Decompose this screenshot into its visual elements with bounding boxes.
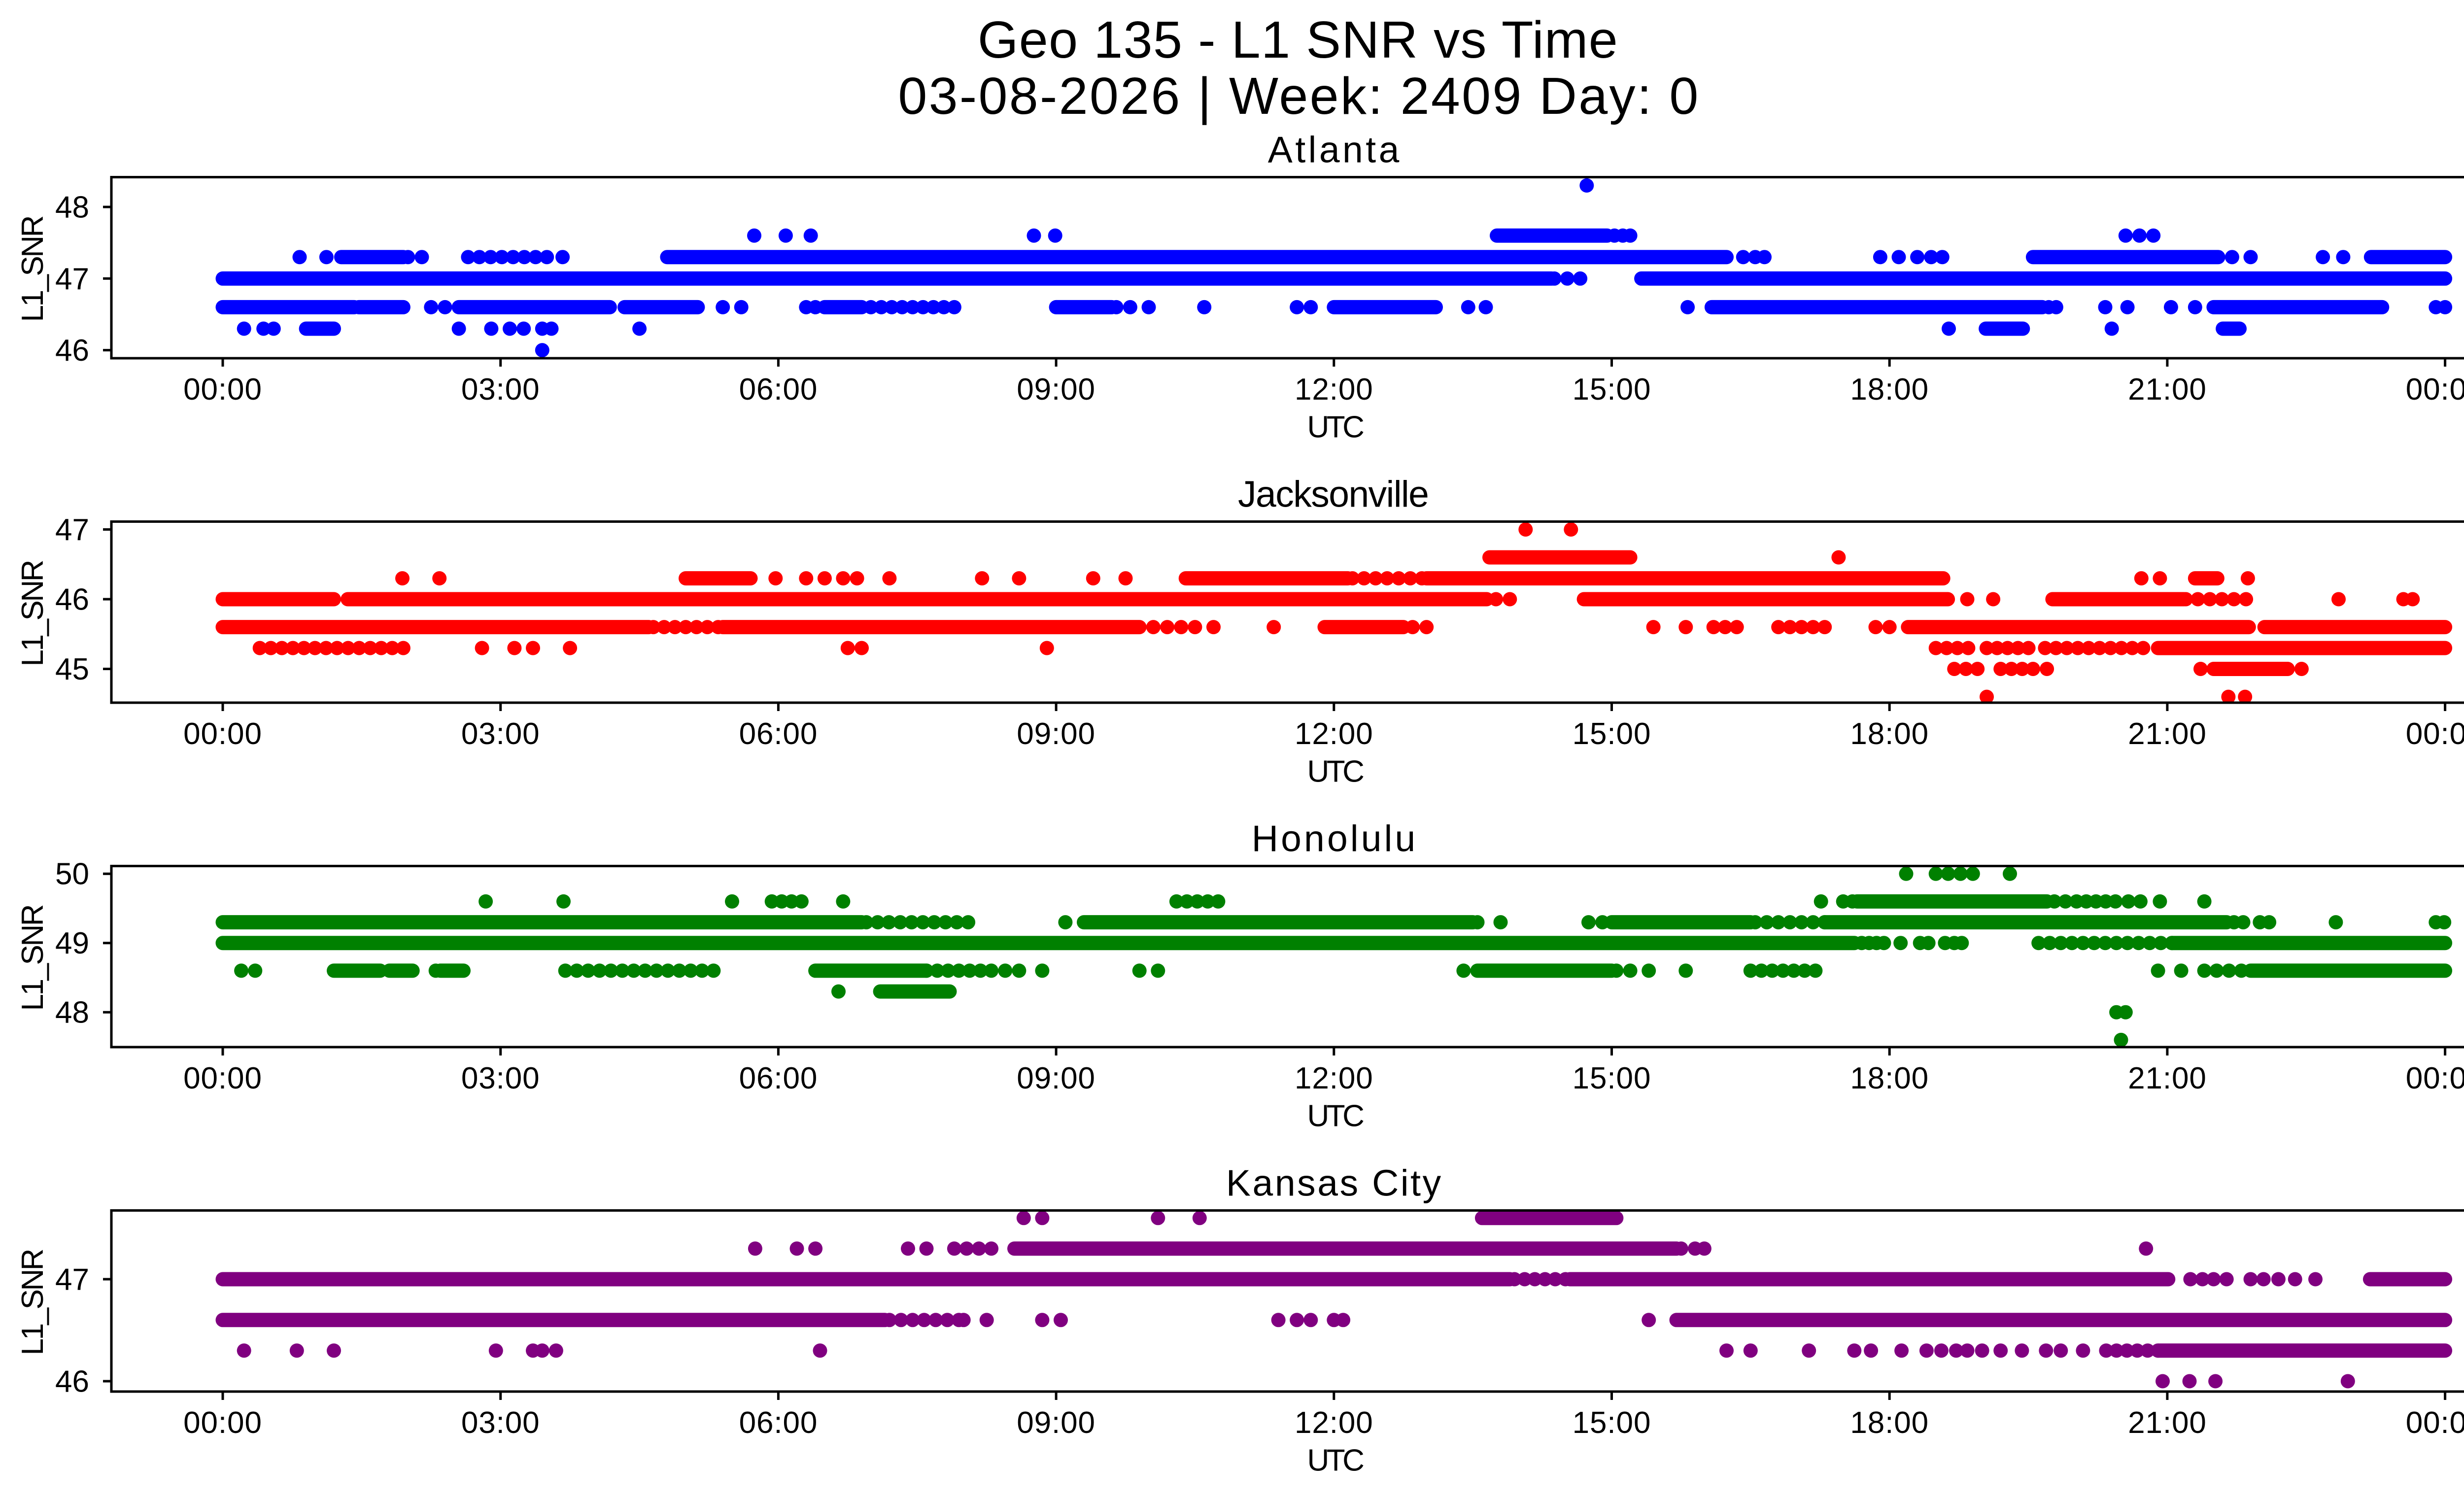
svg-text:18:00: 18:00 xyxy=(1850,717,1929,751)
svg-text:00:00: 00:00 xyxy=(183,373,262,407)
svg-text:18:00: 18:00 xyxy=(1850,1061,1929,1095)
svg-text:12:00: 12:00 xyxy=(1295,373,1373,407)
svg-text:18:00: 18:00 xyxy=(1850,373,1929,407)
svg-text:UTC: UTC xyxy=(1307,410,1364,444)
svg-text:12:00: 12:00 xyxy=(1295,1406,1373,1440)
svg-text:UTC: UTC xyxy=(1307,755,1364,789)
svg-text:09:00: 09:00 xyxy=(1017,717,1095,751)
svg-text:21:00: 21:00 xyxy=(2128,1406,2207,1440)
svg-text:Honolulu: Honolulu xyxy=(1252,818,1418,859)
svg-text:45: 45 xyxy=(55,652,89,686)
svg-text:47: 47 xyxy=(55,513,89,547)
svg-text:46: 46 xyxy=(55,583,89,617)
svg-text:06:00: 06:00 xyxy=(739,373,818,407)
svg-text:06:00: 06:00 xyxy=(739,717,818,751)
svg-text:00:00: 00:00 xyxy=(2406,1406,2464,1440)
svg-text:21:00: 21:00 xyxy=(2128,1061,2207,1095)
svg-text:15:00: 15:00 xyxy=(1573,1406,1651,1440)
svg-text:21:00: 21:00 xyxy=(2128,373,2207,407)
svg-text:00:00: 00:00 xyxy=(183,1406,262,1440)
svg-text:00:00: 00:00 xyxy=(183,1061,262,1095)
svg-text:12:00: 12:00 xyxy=(1295,1061,1373,1095)
svg-text:Geo 135 - L1 SNR vs Time: Geo 135 - L1 SNR vs Time xyxy=(978,11,1618,69)
svg-text:47: 47 xyxy=(55,262,89,296)
svg-text:49: 49 xyxy=(55,926,89,960)
svg-text:03:00: 03:00 xyxy=(461,1406,540,1440)
svg-text:UTC: UTC xyxy=(1307,1099,1364,1133)
svg-text:48: 48 xyxy=(55,191,89,225)
svg-text:15:00: 15:00 xyxy=(1573,1061,1651,1095)
svg-text:00:00: 00:00 xyxy=(2406,373,2464,407)
svg-text:09:00: 09:00 xyxy=(1017,373,1095,407)
svg-text:03:00: 03:00 xyxy=(461,373,540,407)
svg-text:15:00: 15:00 xyxy=(1573,373,1651,407)
svg-text:03:00: 03:00 xyxy=(461,717,540,751)
svg-text:09:00: 09:00 xyxy=(1017,1406,1095,1440)
svg-text:Atlanta: Atlanta xyxy=(1268,129,1402,170)
svg-text:06:00: 06:00 xyxy=(739,1061,818,1095)
svg-text:09:00: 09:00 xyxy=(1017,1061,1095,1095)
svg-text:46: 46 xyxy=(55,1365,89,1399)
svg-text:12:00: 12:00 xyxy=(1295,717,1373,751)
svg-text:Jacksonville: Jacksonville xyxy=(1238,474,1428,515)
svg-text:46: 46 xyxy=(55,334,89,368)
svg-text:L1_SNR: L1_SNR xyxy=(16,905,50,1011)
svg-text:18:00: 18:00 xyxy=(1850,1406,1929,1440)
svg-text:UTC: UTC xyxy=(1307,1444,1364,1478)
svg-text:03:00: 03:00 xyxy=(461,1061,540,1095)
svg-text:L1_SNR: L1_SNR xyxy=(16,561,50,666)
svg-text:Kansas City: Kansas City xyxy=(1226,1162,1443,1204)
svg-text:06:00: 06:00 xyxy=(739,1406,818,1440)
svg-text:00:00: 00:00 xyxy=(183,717,262,751)
svg-text:00:00: 00:00 xyxy=(2406,1061,2464,1095)
svg-text:00:00: 00:00 xyxy=(2406,717,2464,751)
svg-text:50: 50 xyxy=(55,857,89,891)
svg-text:47: 47 xyxy=(55,1263,89,1297)
svg-text:21:00: 21:00 xyxy=(2128,717,2207,751)
svg-text:L1_SNR: L1_SNR xyxy=(16,1250,50,1355)
svg-text:48: 48 xyxy=(55,996,89,1030)
svg-text:03-08-2026 | Week: 2409 Day: 0: 03-08-2026 | Week: 2409 Day: 0 xyxy=(898,67,1700,125)
svg-text:15:00: 15:00 xyxy=(1573,717,1651,751)
svg-text:L1_SNR: L1_SNR xyxy=(16,216,50,322)
